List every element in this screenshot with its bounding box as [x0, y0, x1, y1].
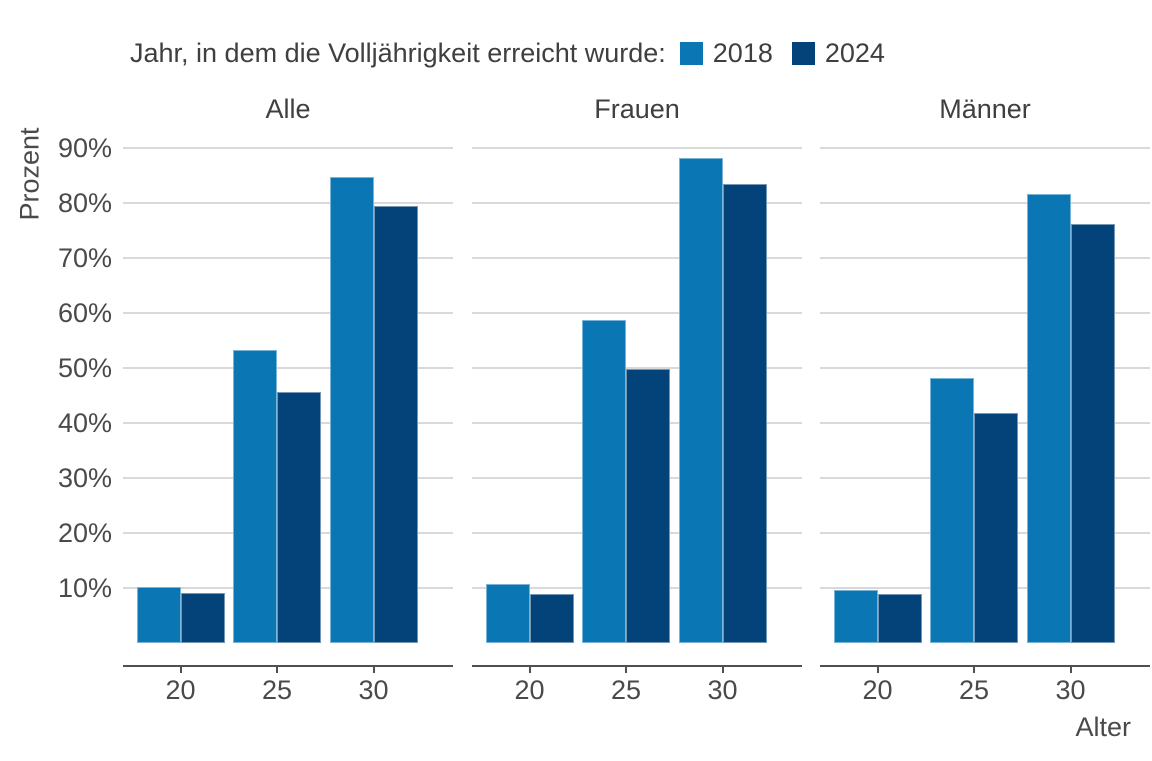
- bar-Alle-25-2024: [277, 392, 321, 643]
- y-tick-label-10: 10%: [57, 573, 112, 603]
- y-tick-label-60: 60%: [57, 298, 112, 328]
- bar-Alle-20-2024: [180, 592, 225, 643]
- x-tick-mark-Männer-25: [973, 667, 975, 673]
- bar-Alle-30-2024: [373, 206, 418, 643]
- x-axis-line-Frauen: [472, 665, 802, 667]
- x-tick-label-Männer-20: 20: [862, 675, 893, 705]
- bar-Männer-20-2024: [877, 594, 922, 643]
- x-tick-mark-Frauen-30: [721, 667, 724, 673]
- y-tick-label-20: 20%: [57, 518, 112, 548]
- x-axis-title: Alter: [1075, 712, 1131, 742]
- x-tick-label-Frauen-20: 20: [514, 675, 545, 705]
- bar-Frauen-25-2024: [626, 368, 670, 643]
- bar-Männer-20-2018: [833, 589, 878, 643]
- facet-title-Alle: Alle: [265, 94, 311, 124]
- bar-Männer-30-2018: [1026, 193, 1071, 643]
- gridline-70: [472, 257, 802, 259]
- gridline-90: [472, 147, 802, 149]
- x-axis-line-Männer: [820, 665, 1150, 667]
- bar-Alle-20-2018: [136, 586, 181, 643]
- bar-Männer-30-2024: [1070, 223, 1115, 643]
- gridline-80: [472, 202, 802, 204]
- x-tick-label-Männer-30: 30: [1055, 675, 1086, 705]
- bar-Frauen-20-2018: [485, 584, 530, 643]
- y-tick-label-90: 90%: [57, 133, 112, 163]
- y-tick-label-40: 40%: [57, 408, 112, 438]
- gridline-70: [123, 257, 453, 259]
- x-tick-mark-Alle-25: [276, 667, 278, 673]
- gridline-90: [820, 147, 1150, 149]
- x-tick-mark-Frauen-25: [625, 667, 627, 673]
- gridline-50: [123, 367, 453, 369]
- y-tick-label-80: 80%: [57, 188, 112, 218]
- bar-Alle-25-2018: [233, 349, 277, 643]
- gridline-80: [820, 202, 1150, 204]
- bar-Alle-30-2018: [329, 176, 374, 643]
- legend-swatch-2018-icon: [679, 41, 703, 65]
- gridline-50: [472, 367, 802, 369]
- legend-title: Jahr, in dem die Volljährigkeit erreicht…: [130, 37, 666, 68]
- legend: Jahr, in dem die Volljährigkeit erreicht…: [130, 34, 885, 72]
- facet-panel-Frauen: [472, 147, 802, 643]
- bar-Männer-25-2024: [974, 413, 1018, 643]
- x-tick-label-Frauen-30: 30: [707, 675, 738, 705]
- facet-title-Frauen: Frauen: [594, 94, 680, 124]
- x-tick-label-Alle-30: 30: [358, 675, 389, 705]
- gridline-60: [472, 312, 802, 314]
- y-tick-label-70: 70%: [57, 243, 112, 273]
- gridline-50: [820, 367, 1150, 369]
- x-axis-line-Alle: [123, 665, 453, 667]
- facet-title-Männer: Männer: [939, 94, 1031, 124]
- gridline-60: [820, 312, 1150, 314]
- x-tick-label-Alle-20: 20: [165, 675, 196, 705]
- x-tick-mark-Alle-30: [372, 667, 375, 673]
- x-tick-mark-Männer-20: [876, 667, 879, 673]
- legend-label-2024: 2024: [824, 37, 885, 68]
- x-tick-mark-Frauen-20: [528, 667, 531, 673]
- gridline-60: [123, 312, 453, 314]
- legend-swatch-2024-icon: [791, 41, 815, 65]
- bar-Frauen-20-2024: [529, 594, 574, 643]
- y-tick-label-50: 50%: [57, 353, 112, 383]
- bar-Frauen-25-2018: [582, 319, 626, 643]
- x-tick-mark-Alle-20: [179, 667, 182, 673]
- gridline-70: [820, 257, 1150, 259]
- gridline-80: [123, 202, 453, 204]
- x-tick-label-Männer-25: 25: [958, 675, 990, 705]
- x-tick-label-Frauen-25: 25: [610, 675, 642, 705]
- x-tick-label-Alle-25: 25: [261, 675, 293, 705]
- x-tick-mark-Männer-30: [1069, 667, 1072, 673]
- bar-Männer-25-2018: [930, 378, 974, 643]
- facet-panel-Alle: [123, 147, 453, 643]
- gridline-90: [123, 147, 453, 149]
- y-tick-label-30: 30%: [57, 463, 112, 493]
- legend-label-2018: 2018: [712, 37, 773, 68]
- bar-Frauen-30-2024: [722, 184, 767, 643]
- bar-Frauen-30-2018: [678, 158, 723, 643]
- facet-panel-Männer: [820, 147, 1150, 643]
